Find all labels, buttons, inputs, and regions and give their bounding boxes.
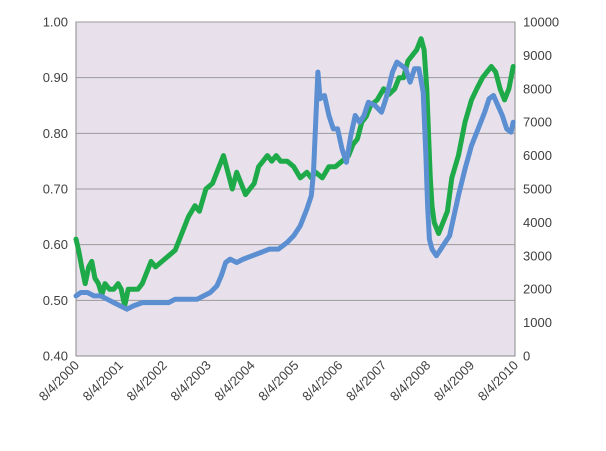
x-tick-label: 8/4/2004 (211, 358, 257, 404)
y2-tick-label: 7000 (523, 115, 552, 130)
y-tick-label: 0.70 (43, 182, 68, 197)
x-tick-label: 8/4/2006 (299, 358, 345, 404)
y2-tick-label: 4000 (523, 215, 552, 230)
y-tick-label: 0.80 (43, 126, 68, 141)
y2-tick-label: 6000 (523, 148, 552, 163)
x-tick-label: 8/4/2003 (167, 358, 213, 404)
series-group (73, 36, 516, 312)
x-tick-label: 8/4/2009 (431, 358, 477, 404)
right-axis-ticks: 0 1000 2000 3000 4000 5000 6000 7000 8000 9000 100… (523, 15, 559, 364)
y2-tick-label: 10000 (523, 15, 559, 30)
series-line-2 (73, 59, 516, 312)
y-tick-label: 0.40 (43, 349, 68, 364)
x-tick-label: 8/4/2001 (80, 358, 126, 404)
y-tick-label: 0.50 (43, 293, 68, 308)
x-tick-label: 8/4/2007 (343, 358, 389, 404)
y2-tick-label: 9000 (523, 48, 552, 63)
x-tick-label: 8/4/2000 (36, 358, 82, 404)
series-line-1 (73, 36, 516, 309)
y-tick-label: 0.60 (43, 237, 68, 252)
y-tick-label: 0.90 (43, 70, 68, 85)
y2-tick-label: 8000 (523, 81, 552, 96)
y2-tick-label: 2000 (523, 282, 552, 297)
x-tick-label: 8/4/2002 (124, 358, 170, 404)
x-tick-label: 8/4/2010 (475, 358, 521, 404)
x-tick-label: 8/4/2005 (255, 358, 301, 404)
y2-tick-label: 0 (523, 349, 530, 364)
left-axis-ticks: 0.40 0.50 0.60 0.70 0.80 0.90 1.00 (43, 15, 68, 364)
y-tick-label: 1.00 (43, 15, 68, 30)
x-axis-ticks: 8/4/20008/4/20018/4/20028/4/20038/4/2004… (36, 358, 521, 404)
y2-tick-label: 1000 (523, 315, 552, 330)
y2-tick-label: 5000 (523, 182, 552, 197)
y2-tick-label: 3000 (523, 248, 552, 263)
x-tick-label: 8/4/2008 (387, 358, 433, 404)
